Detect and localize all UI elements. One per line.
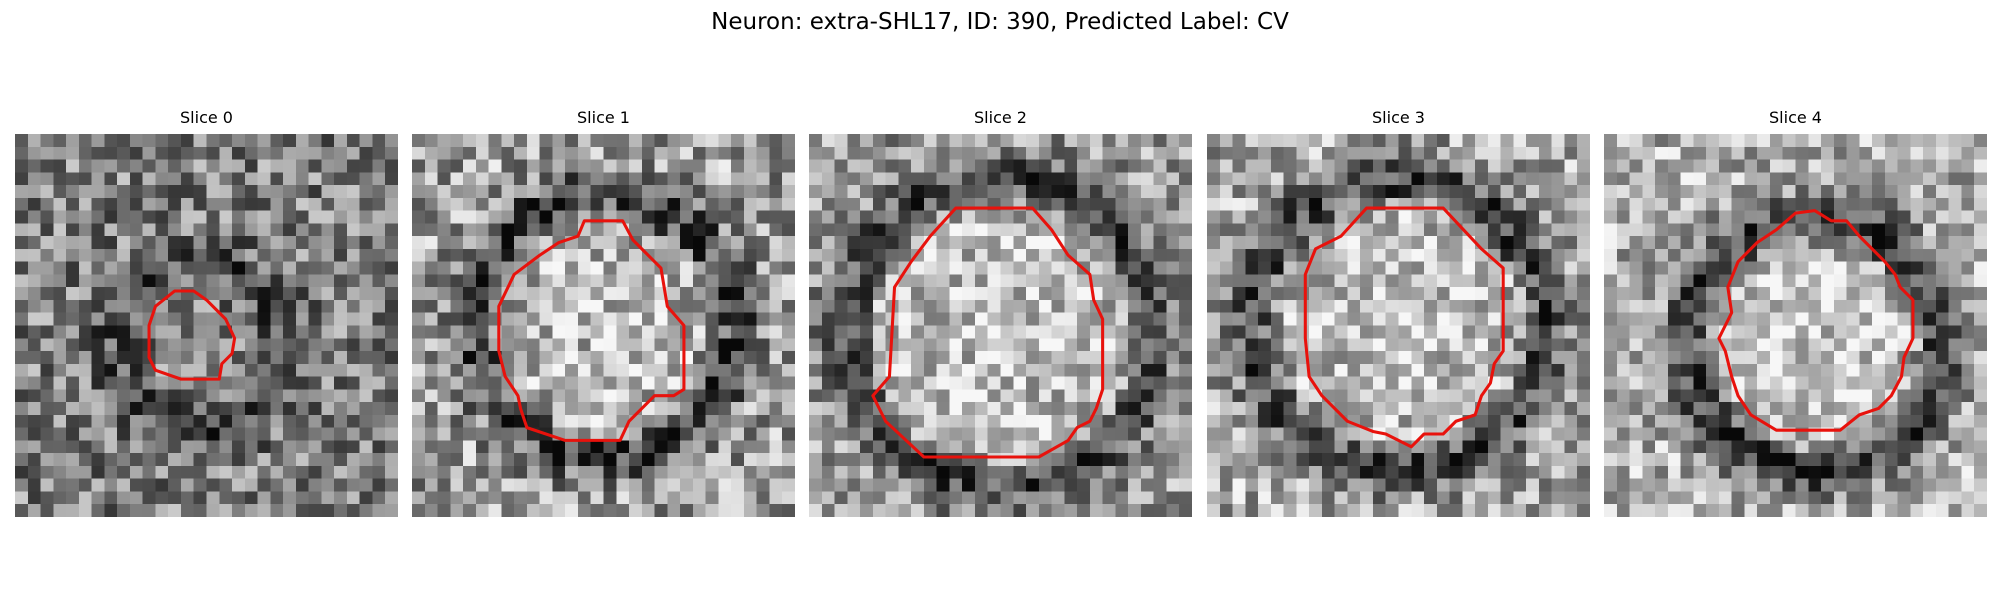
slice-image [412, 134, 795, 517]
panel-title: Slice 2 [974, 108, 1027, 127]
roi-outline [497, 219, 686, 442]
figure-title: Neuron: extra-SHL17, ID: 390, Predicted … [711, 9, 1289, 35]
slice-image [809, 134, 1192, 517]
roi-outline [147, 289, 237, 381]
panel-title: Slice 0 [180, 108, 233, 127]
panel-title: Slice 3 [1372, 108, 1425, 127]
panel-title: Slice 1 [577, 108, 630, 127]
panel-title: Slice 4 [1769, 108, 1822, 127]
slice-image [1207, 134, 1590, 517]
roi-outline [1303, 206, 1505, 449]
slice-image [1604, 134, 1987, 517]
roi-outline [871, 206, 1105, 459]
roi-outline [1717, 209, 1915, 432]
slice-image [15, 134, 398, 517]
